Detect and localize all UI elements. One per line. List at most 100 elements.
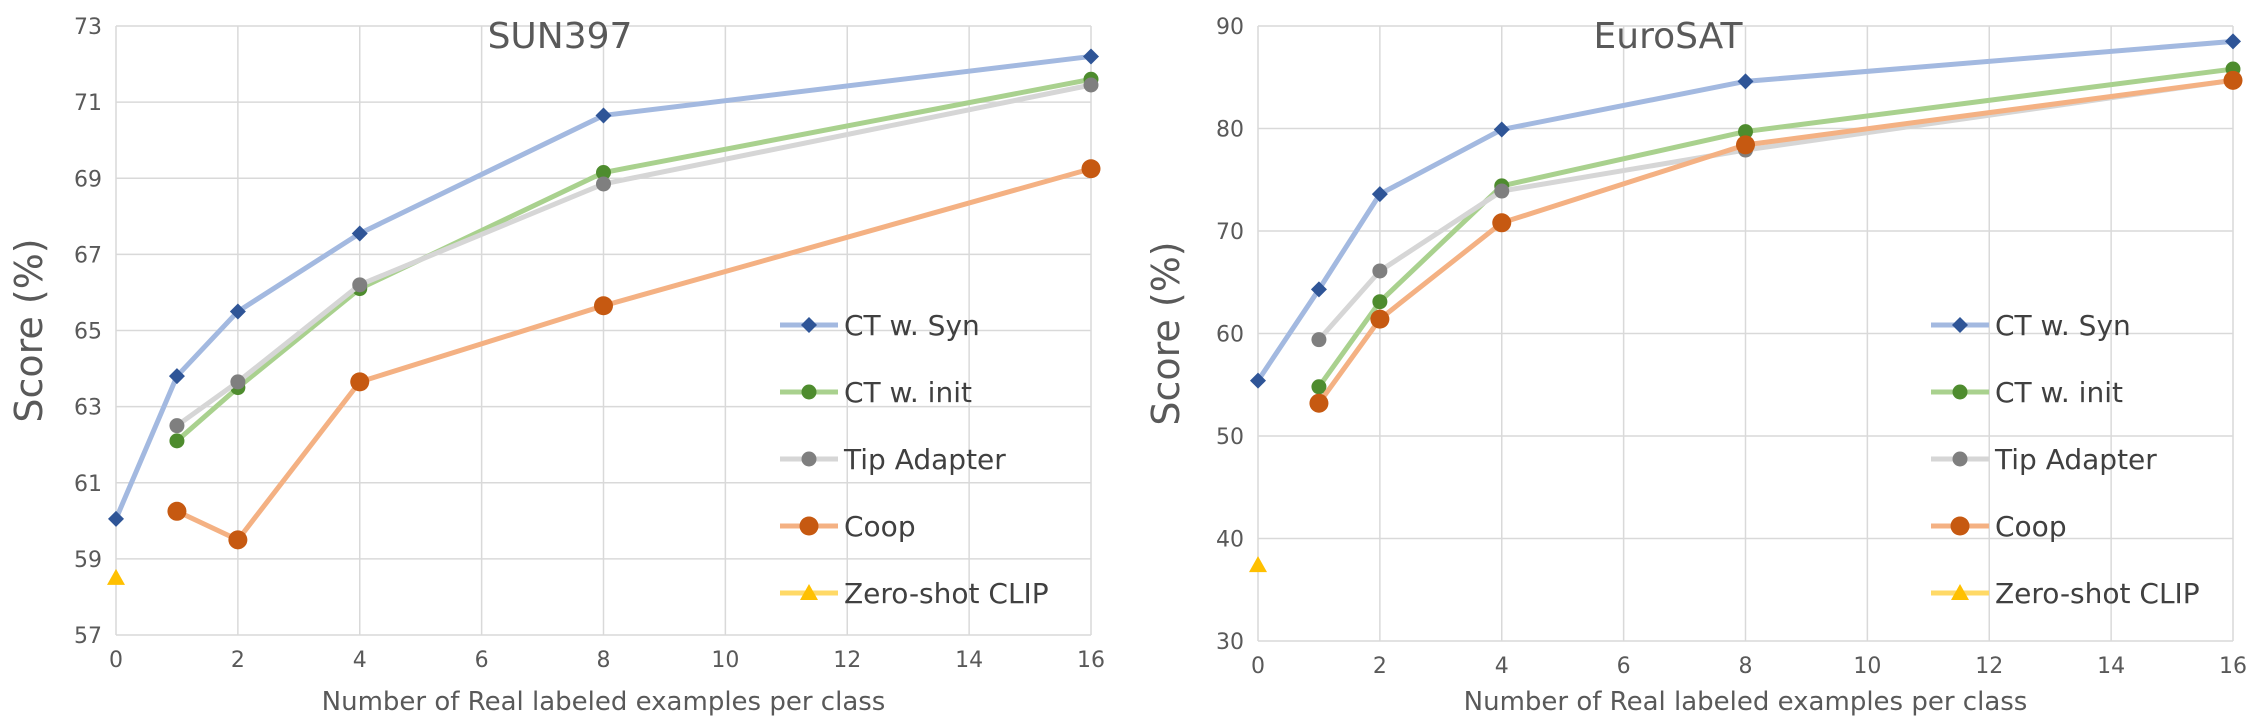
legend-item: CT w. Syn xyxy=(780,309,980,342)
data-point xyxy=(1081,159,1101,179)
legend-label: Tip Adapter xyxy=(1994,443,2157,476)
x-tick-label: 16 xyxy=(1077,648,1105,673)
x-tick-label: 2 xyxy=(231,648,245,673)
data-point xyxy=(169,433,185,449)
data-point xyxy=(108,510,124,527)
legend-marker xyxy=(801,317,817,333)
data-point xyxy=(351,225,368,242)
y-tick-label: 71 xyxy=(74,91,102,116)
data-point xyxy=(596,165,611,181)
legend-item: Coop xyxy=(780,510,916,543)
chart-eurosat: 0 2 4 6 8 10 12 14 16 30 40 50 60 70 80 90 EuroSAT Number… xyxy=(1144,15,2246,717)
x-tick-label: 0 xyxy=(1251,654,1265,679)
y-tick-label: 30 xyxy=(1216,630,1244,655)
y-tick-label: 59 xyxy=(74,548,102,573)
legend-marker xyxy=(1952,384,1968,400)
data-point xyxy=(594,296,613,316)
x-tick-label: 12 xyxy=(833,648,861,673)
y-tick-label: 90 xyxy=(1216,15,1244,40)
y-tick-label: 61 xyxy=(74,472,102,497)
data-point xyxy=(1492,213,1512,233)
y-tick-label: 73 xyxy=(74,15,102,40)
legend-marker xyxy=(1952,317,1968,333)
data-point xyxy=(1083,77,1099,93)
chart-title: EuroSAT xyxy=(1594,16,1744,57)
data-point xyxy=(1309,393,1329,413)
x-tick-label: 4 xyxy=(1495,654,1509,679)
legend-item: CT w. Syn xyxy=(1931,309,2131,342)
series-line xyxy=(1255,38,2234,383)
x-tick-label: 10 xyxy=(711,648,739,673)
data-point xyxy=(1737,73,1754,90)
series-line xyxy=(113,53,1092,520)
legend: CT w. Syn CT w. init Tip Adapter Coop Zero-s… xyxy=(780,309,1049,610)
legend-item: Tip Adapter xyxy=(780,443,1006,476)
data-point xyxy=(228,530,248,550)
chart-title: SUN397 xyxy=(488,16,633,57)
legend-label: Zero-shot CLIP xyxy=(1995,577,2200,610)
data-point xyxy=(1493,121,1510,138)
y-tick-label: 70 xyxy=(1216,220,1244,245)
legend-item: Zero-shot CLIP xyxy=(780,577,1049,610)
data-point xyxy=(230,374,246,390)
x-tick-label: 2 xyxy=(1373,654,1387,679)
x-tick-label: 4 xyxy=(353,648,367,673)
data-point xyxy=(1311,332,1327,348)
x-tick-label: 12 xyxy=(1975,654,2003,679)
series-3 xyxy=(167,159,1101,550)
data-point xyxy=(2223,70,2243,90)
series-4 xyxy=(1249,556,1267,573)
legend-marker xyxy=(801,384,817,400)
y-axis-label: Score (%) xyxy=(1144,241,1188,425)
x-tick-label: 8 xyxy=(597,648,611,673)
data-point xyxy=(1310,281,1327,298)
series-0 xyxy=(108,48,1099,527)
data-point xyxy=(107,568,125,585)
legend-item: CT w. init xyxy=(1931,376,2123,409)
series-line xyxy=(175,82,1092,428)
legend-label: CT w. init xyxy=(1995,376,2123,409)
legend-label: CT w. Syn xyxy=(1995,309,2131,342)
data-point xyxy=(1311,379,1327,395)
x-tick-label: 8 xyxy=(1739,654,1753,679)
legend-label: Coop xyxy=(844,510,916,543)
legend-label: Coop xyxy=(1995,510,2067,543)
x-tick-label: 14 xyxy=(2097,654,2125,679)
legend-label: CT w. init xyxy=(844,376,972,409)
data-point xyxy=(595,107,612,124)
x-tick-label: 0 xyxy=(109,648,123,673)
legend-marker xyxy=(800,584,818,600)
x-tick-label: 10 xyxy=(1853,654,1881,679)
data-point xyxy=(350,372,370,392)
data-point xyxy=(229,303,246,320)
x-axis-label: Number of Real labeled examples per clas… xyxy=(1464,687,2028,717)
data-point xyxy=(1370,309,1390,329)
y-tick-label: 67 xyxy=(74,243,102,268)
legend-marker xyxy=(801,451,817,467)
legend-item: Tip Adapter xyxy=(1931,443,2157,476)
y-tick-label: 63 xyxy=(74,396,102,421)
data-point xyxy=(167,501,187,521)
legend-label: Zero-shot CLIP xyxy=(844,577,1049,610)
y-tick-label: 57 xyxy=(74,624,102,649)
series-line xyxy=(1317,77,2234,342)
data-point xyxy=(1083,48,1099,65)
chart-panel-sun397: 0 2 4 6 8 10 12 14 16 57 59 61 63 65 67 69 71 73 SUN397 Num… xyxy=(7,15,1105,717)
legend-label: Tip Adapter xyxy=(843,443,1006,476)
y-tick-label: 69 xyxy=(74,167,102,192)
series-2 xyxy=(169,77,1099,434)
y-axis-label: Score (%) xyxy=(7,238,51,422)
y-tick-label: 60 xyxy=(1216,323,1244,348)
legend: CT w. Syn CT w. init Tip Adapter Coop Zero-s… xyxy=(1931,309,2200,610)
series-0 xyxy=(1250,33,2241,389)
chart-panel-eurosat: 0 2 4 6 8 10 12 14 16 30 40 50 60 70 80 90 EuroSAT Number… xyxy=(1123,0,2246,717)
data-point xyxy=(169,418,185,434)
data-point xyxy=(168,368,185,385)
legend-marker xyxy=(1952,451,1968,467)
legend-label: CT w. Syn xyxy=(844,309,980,342)
x-axis-label: Number of Real labeled examples per clas… xyxy=(322,687,886,717)
data-point xyxy=(1372,263,1388,279)
data-point xyxy=(1249,556,1267,573)
data-point xyxy=(1736,135,1755,155)
series-3 xyxy=(1309,70,2243,413)
